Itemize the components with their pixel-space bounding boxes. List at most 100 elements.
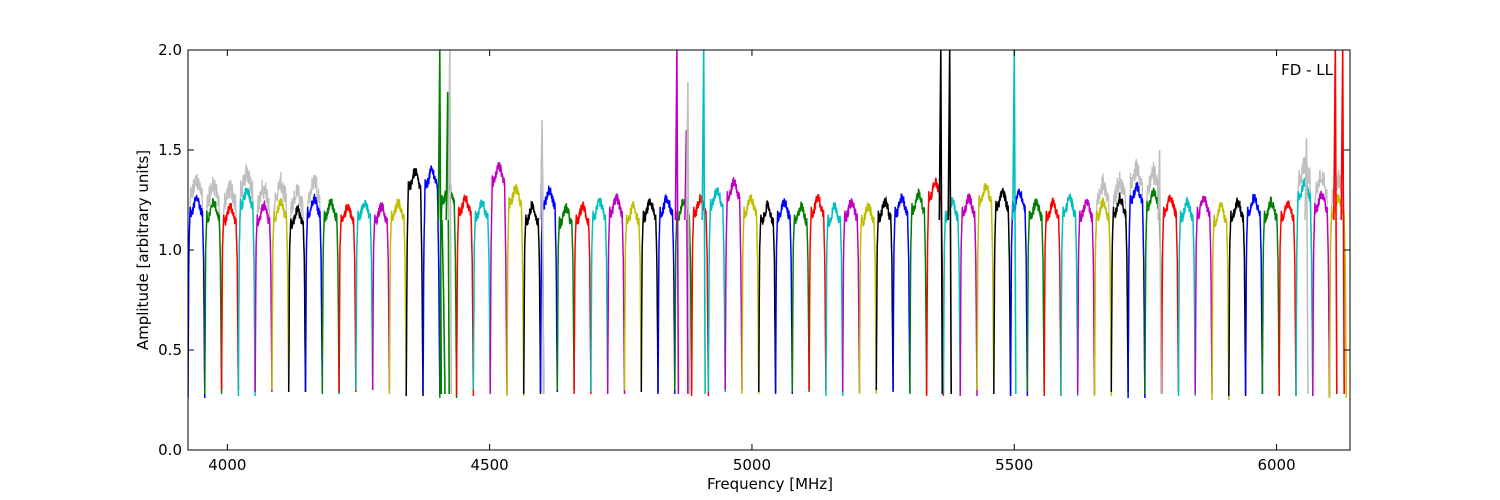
rfi-spike: [685, 81, 691, 395]
channel-trace: [959, 193, 978, 397]
reference-channel-trace: [237, 164, 256, 397]
channel-trace: [741, 194, 760, 395]
channel-trace: [606, 193, 626, 395]
channel-trace: [1093, 197, 1113, 397]
rfi-spike: [684, 129, 689, 395]
channel-trace: [1261, 196, 1280, 395]
channel-trace: [188, 193, 206, 399]
y-tick-label: 0.0: [158, 441, 182, 459]
rfi-spike: [445, 91, 450, 395]
channel-trace: [590, 197, 609, 393]
channel-trace: [758, 200, 777, 393]
channel-trace: [993, 187, 1012, 395]
channel-trace: [1228, 197, 1247, 397]
rfi-spike: [437, 50, 443, 395]
reference-channel-trace: [204, 176, 223, 395]
channel-trace: [355, 199, 374, 391]
channel-trace: [321, 198, 340, 395]
channel-trace: [388, 198, 407, 395]
channel-trace: [338, 203, 357, 393]
reference-channel-trace: [1110, 171, 1129, 393]
channel-trace: [422, 165, 441, 395]
x-tick-label: 4000: [208, 456, 246, 474]
reference-channel-trace: [1295, 156, 1314, 397]
reference-channel-trace: [271, 172, 290, 391]
reference-trace-layer: [188, 156, 1347, 399]
channel-trace: [1076, 198, 1096, 395]
channel-trace: [573, 201, 592, 395]
x-tick-label: 5000: [733, 456, 771, 474]
channel-trace: [690, 194, 710, 397]
y-tick-label: 1.0: [158, 241, 182, 259]
rfi-spike: [674, 50, 680, 395]
rfi-spike: [947, 50, 952, 395]
channel-trace: [875, 195, 894, 391]
channel-trace: [522, 200, 542, 395]
channel-trace: [1043, 197, 1062, 397]
channel-trace: [623, 201, 643, 391]
channel-trace: [1211, 202, 1230, 401]
y-axis-label: Amplitude [arbitrary units]: [134, 150, 152, 350]
x-tick-label: 4500: [471, 456, 509, 474]
spike-layer: [437, 50, 1345, 395]
channel-trace: [724, 177, 743, 391]
polarization-annotation: FD - LL: [1281, 61, 1333, 79]
channel-trace: [1110, 191, 1129, 393]
x-tick-label: 5500: [995, 456, 1033, 474]
channel-trace: [774, 198, 794, 395]
channel-trace: [1312, 190, 1331, 397]
channel-trace: [1060, 192, 1079, 397]
channel-trace: [455, 193, 475, 397]
channel-trace: [405, 167, 424, 397]
channel-trace: [1278, 200, 1297, 397]
reference-channel-trace: [1127, 158, 1146, 399]
rfi-spike: [1304, 137, 1309, 395]
channel-trace: [220, 202, 240, 391]
channel-trace: [472, 199, 491, 391]
rfi-spike: [539, 119, 545, 395]
channel-trace: [1244, 193, 1264, 395]
channel-trace: [1127, 181, 1146, 399]
rfi-spike: [1157, 149, 1162, 395]
reference-channel-trace: [188, 173, 206, 399]
channel-trace: [976, 182, 995, 391]
channel-trace: [371, 202, 391, 391]
channel-trace: [657, 193, 676, 395]
channel-trace: [237, 187, 256, 397]
reference-channel-trace: [288, 183, 307, 393]
channel-trace: [892, 193, 911, 393]
channel-trace: [506, 184, 525, 397]
reference-channel-trace: [1093, 173, 1112, 397]
rfi-spike: [1012, 50, 1017, 395]
x-axis-label: Frequency [MHz]: [707, 475, 833, 493]
channel-trace: [909, 187, 928, 395]
channel-trace: [304, 193, 324, 391]
channel-trace: [640, 198, 659, 393]
channel-trace: [841, 198, 861, 393]
reference-channel-trace: [254, 179, 273, 393]
channel-trace: [489, 162, 508, 395]
rfi-spike: [938, 50, 944, 395]
channel-trace: [204, 198, 223, 395]
series-layer: [188, 162, 1348, 401]
tick-layer: 4000 4500 5000 5500 6000 0.0 0.5 1.0 1.5 2.0: [158, 41, 1350, 474]
channel-trace: [1144, 187, 1163, 395]
y-tick-label: 0.5: [158, 341, 182, 359]
y-tick-label: 1.5: [158, 141, 182, 159]
channel-trace: [1295, 177, 1314, 397]
y-tick-label: 2.0: [158, 41, 182, 59]
rfi-spike: [701, 50, 706, 395]
reference-channel-trace: [304, 174, 323, 391]
channel-trace: [254, 199, 273, 393]
channel-trace: [791, 201, 810, 393]
channel-trace: [1177, 196, 1196, 397]
channel-trace: [808, 194, 827, 391]
channel-trace: [858, 202, 878, 395]
channel-trace: [825, 202, 844, 397]
x-tick-label: 6000: [1257, 456, 1295, 474]
rfi-spike: [1340, 50, 1345, 395]
reference-channel-trace: [1312, 169, 1331, 397]
plot-frame: [187, 49, 1351, 451]
